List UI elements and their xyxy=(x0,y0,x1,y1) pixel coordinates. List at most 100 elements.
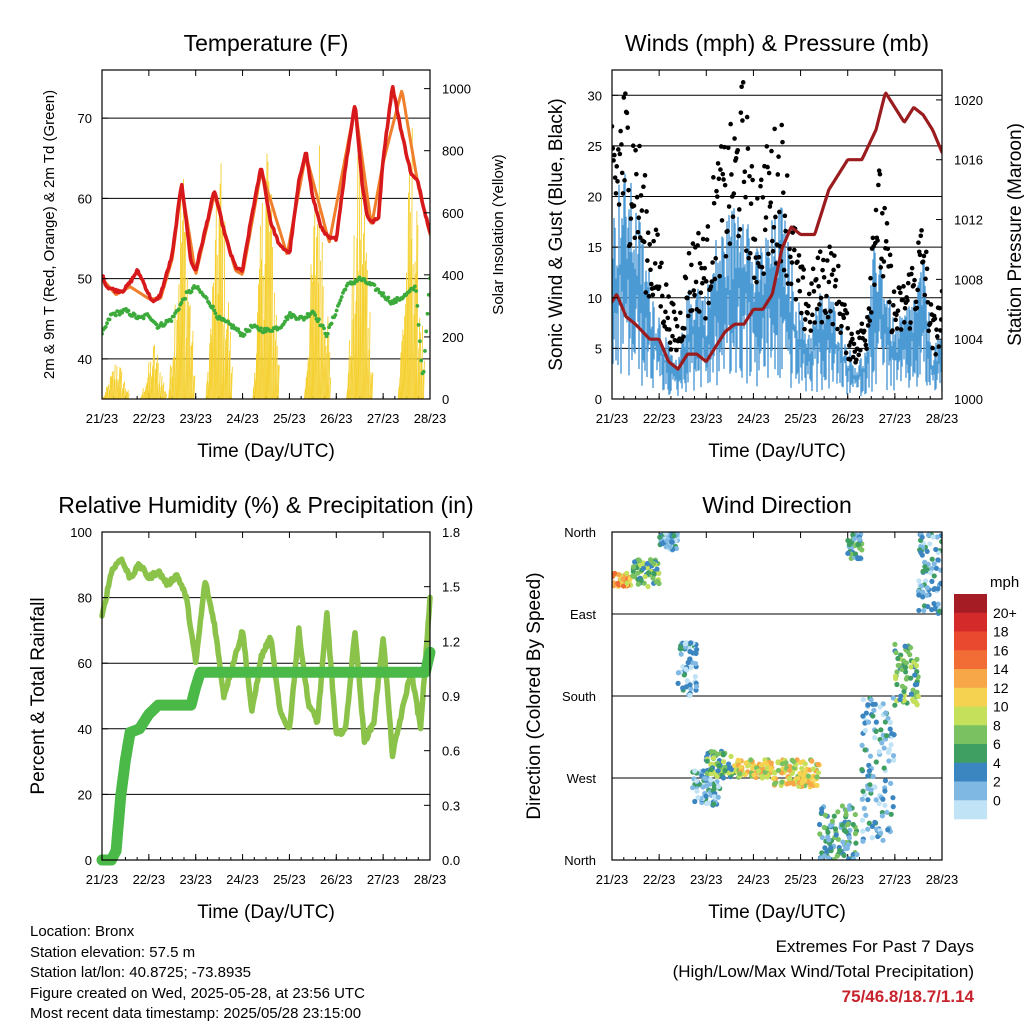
x-tick-label: 27/23 xyxy=(367,872,400,887)
direction-point xyxy=(834,853,840,859)
gust-point xyxy=(759,264,765,270)
direction-point xyxy=(865,797,871,803)
dewpoint-point xyxy=(154,322,159,327)
gust-point xyxy=(819,319,825,325)
solar-spike xyxy=(271,246,274,399)
gust-point xyxy=(733,155,739,161)
gust-point xyxy=(634,171,639,177)
colorbar-swatch xyxy=(954,706,987,726)
direction-point xyxy=(783,760,789,766)
direction-point xyxy=(890,795,896,801)
solar-spike xyxy=(417,348,420,399)
direction-point xyxy=(916,592,922,598)
direction-point xyxy=(667,544,673,550)
gust-point xyxy=(772,126,777,132)
direction-point xyxy=(775,759,781,766)
gust-point xyxy=(876,182,881,188)
gust-point xyxy=(642,173,648,178)
solar-spike xyxy=(305,371,308,399)
gust-point xyxy=(769,148,774,154)
solar-spike xyxy=(175,319,178,399)
gust-point xyxy=(691,288,697,293)
gust-point xyxy=(614,164,620,169)
solar-spike xyxy=(310,274,313,399)
direction-point xyxy=(675,670,681,676)
direction-point xyxy=(703,793,709,799)
gust-point xyxy=(816,283,821,289)
gust-point xyxy=(780,139,785,145)
solar-spike xyxy=(173,304,176,399)
direction-point xyxy=(657,534,663,540)
gust-point xyxy=(665,315,671,321)
colorbar-label: 14 xyxy=(993,661,1009,677)
gust-point xyxy=(900,297,906,303)
gust-point xyxy=(621,95,627,100)
x-tick-label: 21/23 xyxy=(86,872,119,887)
gust-point xyxy=(813,276,819,282)
direction-point xyxy=(925,532,932,538)
gust-point xyxy=(762,227,768,233)
gust-point xyxy=(624,110,630,116)
direction-point xyxy=(692,768,698,774)
direction-point xyxy=(768,760,774,766)
direction-point xyxy=(846,856,852,860)
colorbar-label: 4 xyxy=(993,755,1001,771)
gust-point xyxy=(666,294,671,299)
gust-point xyxy=(748,201,754,207)
direction-point xyxy=(826,837,832,843)
direction-point xyxy=(693,684,700,690)
gust-point xyxy=(714,194,720,199)
gust-point xyxy=(648,281,654,287)
solar-spike xyxy=(180,242,183,399)
direction-point xyxy=(642,573,648,580)
direction-point xyxy=(664,538,670,544)
solar-spike xyxy=(309,264,312,399)
colorbar-label: 0 xyxy=(993,792,1001,808)
direction-point xyxy=(821,824,827,830)
dewpoint-point xyxy=(163,322,167,326)
direction-point xyxy=(651,560,657,566)
gust-point xyxy=(632,235,638,241)
gust-point xyxy=(651,238,656,244)
y-tick-label: 100 xyxy=(70,525,92,540)
direction-point xyxy=(901,697,907,704)
direction-point xyxy=(852,811,858,818)
direction-point xyxy=(853,840,859,846)
gust-point xyxy=(612,152,617,158)
gust-point xyxy=(620,191,626,196)
direction-point xyxy=(895,662,901,669)
direction-point xyxy=(650,575,656,581)
dewpoint-point xyxy=(207,301,212,306)
direction-point xyxy=(636,557,642,563)
gust-point xyxy=(730,214,736,220)
solar-spike xyxy=(107,384,110,399)
direction-point xyxy=(869,823,875,829)
direction-point xyxy=(933,546,939,553)
y-tick-label: 0 xyxy=(595,392,602,407)
solar-spike xyxy=(117,380,120,399)
gust-point xyxy=(663,282,669,287)
gust-point xyxy=(832,253,837,258)
x-tick-label: 24/23 xyxy=(737,411,770,426)
y-tick-label: 60 xyxy=(78,656,92,671)
gust-point xyxy=(811,289,817,294)
solar-spike xyxy=(303,388,306,399)
dewpoint-point xyxy=(212,308,217,313)
direction-point xyxy=(860,838,866,844)
direction-point xyxy=(899,683,906,690)
gust-point xyxy=(788,281,794,287)
direction-point xyxy=(632,559,638,565)
gust-point xyxy=(877,171,883,177)
y-tick-label: 1004 xyxy=(954,332,983,347)
solar-spike xyxy=(110,371,113,399)
gust-point xyxy=(887,252,893,258)
direction-point xyxy=(914,656,920,662)
gust-point xyxy=(863,342,869,348)
direction-point xyxy=(924,585,930,591)
solar-spike xyxy=(272,330,275,399)
gust-point xyxy=(720,171,726,177)
solar-spike xyxy=(228,350,230,399)
direction-point xyxy=(645,570,652,576)
direction-point xyxy=(938,580,942,586)
gust-point xyxy=(821,275,827,280)
